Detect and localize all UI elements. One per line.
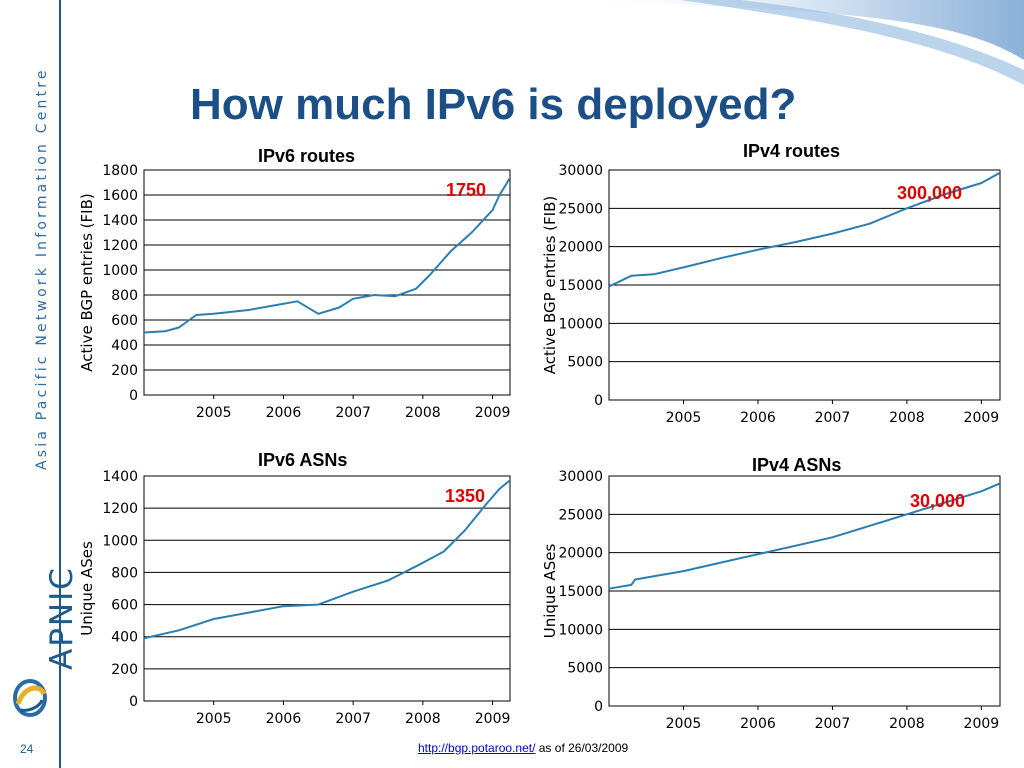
x-tick-label: 2008 bbox=[889, 716, 925, 732]
x-tick-label: 2005 bbox=[666, 716, 702, 732]
y-tick-label: 200 bbox=[111, 363, 138, 379]
y-tick-label: 0 bbox=[594, 393, 603, 409]
plot-frame bbox=[608, 169, 1001, 401]
x-tick-label: 2006 bbox=[266, 405, 302, 421]
x-tick-label: 2009 bbox=[475, 405, 511, 421]
ipv4-asns-title: IPv4 ASNs bbox=[752, 455, 842, 475]
series-line bbox=[608, 172, 1000, 288]
y-tick-label: 30000 bbox=[558, 469, 603, 485]
y-tick-label: 20000 bbox=[558, 546, 603, 562]
source-footer: http://bgp.potaroo.net/ as of 26/03/2009 bbox=[418, 741, 628, 755]
ipv6-asns-callout: 1350 bbox=[445, 486, 486, 506]
plot-frame bbox=[608, 475, 1001, 707]
y-tick-label: 600 bbox=[111, 313, 138, 329]
y-tick-label: 800 bbox=[111, 288, 138, 304]
ipv4-asns-chart: 0 5000 10000 15000 20000 25000 30000 2005 2006 20… bbox=[541, 469, 1001, 732]
x-tick-label: 2006 bbox=[740, 716, 776, 732]
x-tick-label: 2009 bbox=[964, 410, 1000, 426]
x-tick-label: 2008 bbox=[405, 711, 441, 727]
plot-frame bbox=[143, 475, 511, 702]
source-date: as of 26/03/2009 bbox=[535, 741, 629, 755]
ipv4-routes-callout: 300,000 bbox=[897, 183, 963, 203]
y-axis-label: Unique ASes bbox=[78, 541, 96, 636]
decorative-swoosh bbox=[560, 0, 1024, 85]
y-tick-label: 10000 bbox=[558, 316, 603, 332]
y-tick-label: 25000 bbox=[558, 201, 603, 217]
x-tick-label: 2009 bbox=[475, 711, 511, 727]
y-tick-label: 1200 bbox=[102, 238, 138, 254]
source-link[interactable]: http://bgp.potaroo.net/ bbox=[418, 741, 536, 755]
y-axis-label: Active BGP entries (FIB) bbox=[78, 193, 96, 371]
series-line bbox=[143, 178, 511, 334]
sidebar-divider bbox=[59, 0, 61, 768]
series-line bbox=[143, 480, 510, 640]
ipv6-asns-chart: 0 200 400 600 800 1000 1200 1400 2005 2006 2007 200… bbox=[78, 469, 511, 727]
x-tick-label: 2006 bbox=[266, 711, 302, 727]
y-tick-label: 30000 bbox=[558, 163, 603, 179]
y-tick-label: 0 bbox=[129, 694, 138, 710]
x-tick-label: 2005 bbox=[196, 405, 232, 421]
plot-frame bbox=[143, 169, 511, 396]
y-tick-label: 400 bbox=[111, 338, 138, 354]
y-tick-label: 0 bbox=[594, 699, 603, 715]
apnic-logo-icon bbox=[13, 679, 47, 717]
y-tick-label: 1000 bbox=[102, 263, 138, 279]
y-tick-label: 25000 bbox=[558, 507, 603, 523]
y-tick-label: 5000 bbox=[567, 661, 603, 677]
ipv4-asns-callout: 30,000 bbox=[910, 491, 966, 511]
y-tick-label: 1800 bbox=[102, 163, 138, 179]
y-tick-label: 5000 bbox=[567, 355, 603, 371]
y-tick-label: 20000 bbox=[558, 240, 603, 256]
ipv6-routes-chart: 0 200 400 600 800 1000 1200 1400 1600 1800 2005 200… bbox=[78, 163, 511, 421]
series-line bbox=[608, 482, 1000, 590]
y-tick-label: 1400 bbox=[102, 469, 138, 485]
slide-title: How much IPv6 is deployed? bbox=[190, 80, 797, 129]
y-tick-label: 200 bbox=[111, 662, 138, 678]
x-tick-label: 2007 bbox=[815, 410, 851, 426]
ipv6-routes-callout: 1750 bbox=[446, 180, 487, 200]
y-tick-label: 15000 bbox=[558, 584, 603, 600]
ipv6-asns-title: IPv6 ASNs bbox=[258, 450, 348, 470]
y-tick-label: 15000 bbox=[558, 278, 603, 294]
ipv4-routes-title: IPv4 routes bbox=[743, 141, 841, 161]
x-tick-label: 2008 bbox=[405, 405, 441, 421]
y-tick-label: 600 bbox=[111, 598, 138, 614]
y-tick-label: 1000 bbox=[102, 533, 138, 549]
y-tick-label: 0 bbox=[129, 388, 138, 404]
x-tick-label: 2008 bbox=[889, 410, 925, 426]
sidebar-organization-text: Asia Pacific Network Information Centre bbox=[34, 67, 50, 470]
y-tick-label: 800 bbox=[111, 565, 138, 581]
x-tick-label: 2006 bbox=[740, 410, 776, 426]
y-axis-label: Active BGP entries (FIB) bbox=[541, 196, 559, 374]
x-tick-label: 2007 bbox=[335, 405, 371, 421]
x-tick-label: 2005 bbox=[666, 410, 702, 426]
ipv4-routes-chart: 0 5000 10000 15000 20000 25000 30000 2005 2006 20… bbox=[541, 163, 1001, 426]
x-tick-label: 2005 bbox=[196, 711, 232, 727]
y-tick-label: 1400 bbox=[102, 213, 138, 229]
y-tick-label: 1200 bbox=[102, 501, 138, 517]
x-tick-label: 2009 bbox=[964, 716, 1000, 732]
x-tick-label: 2007 bbox=[815, 716, 851, 732]
y-tick-label: 400 bbox=[111, 630, 138, 646]
page-number: 24 bbox=[20, 742, 34, 756]
y-axis-label: Unique ASes bbox=[541, 544, 559, 639]
sidebar: Asia Pacific Network Information Centre … bbox=[0, 0, 80, 768]
x-tick-label: 2007 bbox=[335, 711, 371, 727]
y-tick-label: 10000 bbox=[558, 622, 603, 638]
ipv6-routes-title: IPv6 routes bbox=[258, 146, 356, 166]
y-tick-label: 1600 bbox=[102, 188, 138, 204]
